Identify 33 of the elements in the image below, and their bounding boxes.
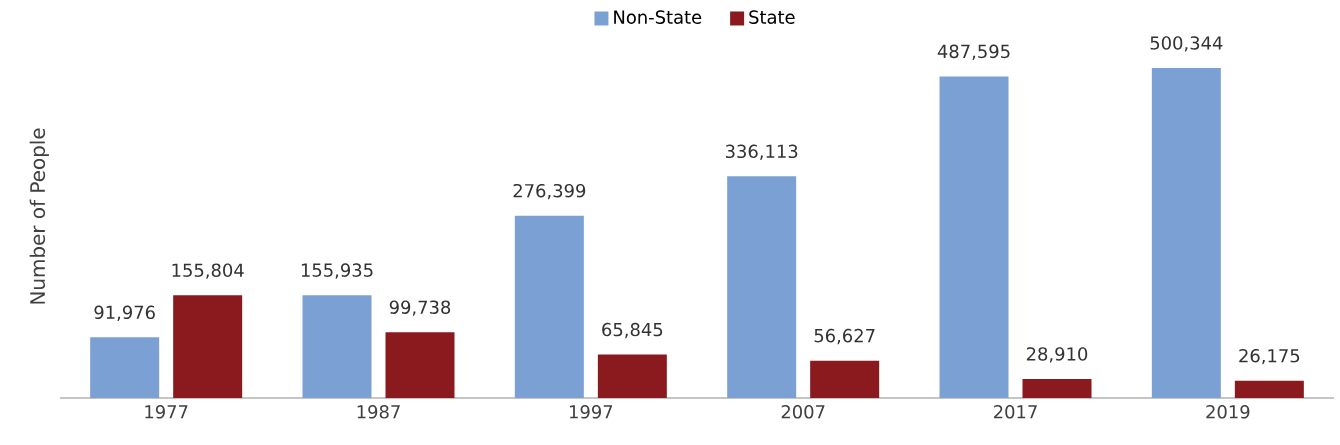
y-axis-title: Number of People bbox=[29, 128, 49, 304]
data-label: 28,910 bbox=[1026, 347, 1088, 363]
data-label: 487,595 bbox=[937, 44, 1010, 61]
data-label: 99,738 bbox=[389, 300, 451, 316]
bar bbox=[1151, 68, 1221, 398]
data-label: 276,399 bbox=[513, 183, 586, 200]
x-tick-label: 2019 bbox=[1206, 405, 1250, 419]
bar bbox=[727, 176, 797, 398]
x-tick-label: 1987 bbox=[357, 405, 400, 419]
data-label: 91,976 bbox=[94, 305, 155, 321]
bar bbox=[385, 332, 455, 398]
bar bbox=[302, 295, 372, 398]
x-tick-label: 1977 bbox=[145, 405, 188, 419]
bar bbox=[1022, 378, 1092, 398]
data-label: 56,627 bbox=[814, 328, 875, 345]
bar bbox=[90, 337, 160, 398]
data-label: 26,175 bbox=[1239, 348, 1300, 365]
legend-label: Non-State bbox=[614, 10, 702, 24]
bar bbox=[1234, 380, 1304, 398]
x-tick-label: 1997 bbox=[569, 405, 613, 419]
data-label: 336,113 bbox=[725, 144, 798, 160]
bar bbox=[597, 354, 667, 398]
bar bbox=[939, 76, 1009, 398]
x-tick-label: 2017 bbox=[994, 405, 1037, 419]
data-label: 155,804 bbox=[172, 263, 244, 279]
x-tick-label: 2007 bbox=[781, 405, 825, 419]
data-label: 155,935 bbox=[301, 263, 373, 279]
legend-label: State bbox=[749, 10, 795, 24]
bar bbox=[173, 295, 243, 398]
data-label: 500,344 bbox=[1150, 36, 1223, 52]
data-label: 65,845 bbox=[602, 322, 663, 339]
bar bbox=[810, 360, 880, 398]
bar bbox=[514, 215, 584, 398]
